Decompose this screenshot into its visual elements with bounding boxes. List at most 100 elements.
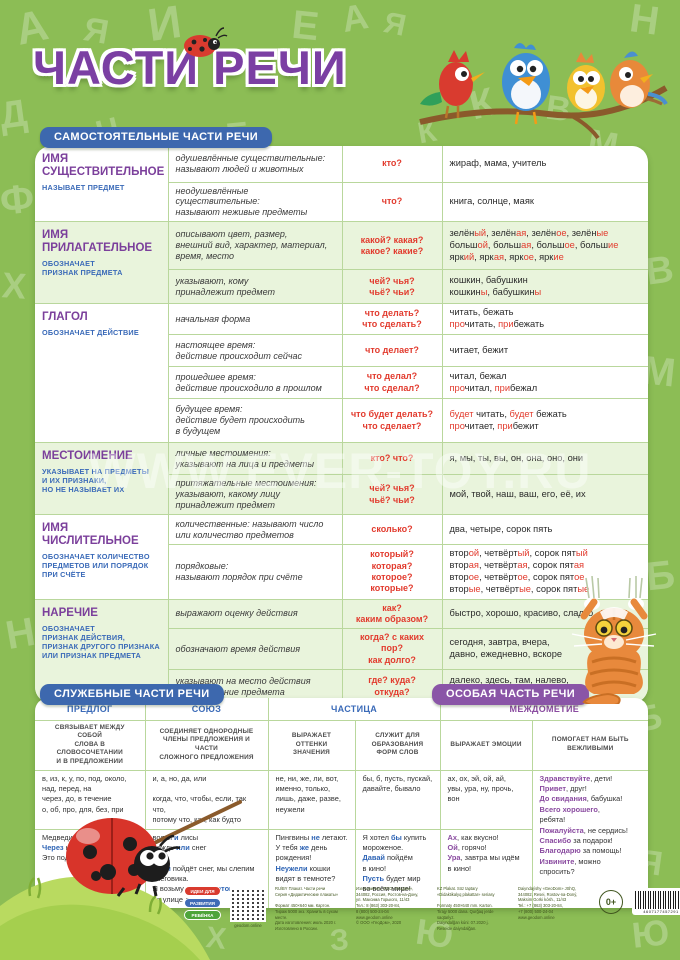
background-letter: В	[543, 88, 574, 130]
part-name: ГЛАГОЛ	[42, 311, 88, 324]
part-subtitle: ОБОЗНАЧАЕТ ДЕЙСТВИЕ	[42, 328, 139, 338]
special-part-badge: ОСОБАЯ ЧАСТЬ РЕЧИ	[432, 684, 590, 705]
part-numeral: ИМЯ ЧИСЛИТЕЛЬНОЕ ОБОЗНАЧАЕТ КОЛИЧЕСТВО П…	[35, 514, 169, 600]
meaning-cell: притяжательные местоимения: указывают, к…	[167, 474, 343, 516]
meaning-cell: прошедшее время: действие происходило в …	[167, 366, 343, 400]
imprint-maker-ru: Изготовитель ООО «ГеоДом», 344082, Росси…	[356, 886, 419, 926]
part-adjective: ИМЯ ПРИЛАГАТЕЛЬНОЕ ОБОЗНАЧАЕТ ПРИЗНАК ПР…	[35, 221, 169, 305]
table-row: в, из, к, у, по, под, около, над, перед,…	[35, 769, 648, 909]
service-table-badge: СЛУЖЕБНЫЕ ЧАСТИ РЕЧИ	[40, 684, 224, 705]
background-letter: К	[415, 114, 439, 151]
background-letter: Д	[0, 92, 30, 138]
header-particle: ЧАСТИЦА	[267, 698, 441, 721]
qr-code: geodom.online	[230, 886, 266, 928]
barcode-bars	[635, 891, 680, 909]
questions-cell: что делал? что сделал?	[341, 366, 443, 400]
examples-cell: второй, четвёртый, сорок пятый вторая, че…	[441, 544, 648, 600]
footer: ИДЕИ ДЛЯ РАЗВИТИЯ РЕБЁНКА geodom.online …	[184, 886, 680, 932]
part-name: НАРЕЧИЕ	[42, 606, 98, 619]
part-subtitle: ОБОЗНАЧАЕТ КОЛИЧЕСТВО ПРЕДМЕТОВ ИЛИ ПОРЯ…	[42, 551, 150, 580]
part-subtitle: УКАЗЫВАЕТ НА ПРЕДМЕТЫ И ИХ ПРИЗНАКИ, НО …	[42, 467, 149, 495]
part-pronoun: МЕСТОИМЕНИЕ УКАЗЫВАЕТ НА ПРЕДМЕТЫ И ИХ П…	[35, 442, 169, 516]
examples-cell: Пингвины не летают. У тебя же день рождени…	[267, 828, 356, 909]
barcode: 4607177457291	[632, 888, 680, 915]
questions-cell: как? каким образом?	[341, 598, 443, 630]
table-row: ИМЯ ПРИЛАГАТЕЛЬНОЕ ОБОЗНАЧАЕТ ПРИЗНАК ПР…	[35, 221, 648, 305]
qr-caption: geodom.online	[234, 923, 262, 928]
questions-cell: что?	[341, 181, 443, 223]
examples-cell: сегодня, завтра, вчера, давно, ежедневно,…	[441, 628, 648, 670]
questions-cell: когда? с каких пор? как долго?	[341, 628, 443, 670]
questions-cell: чей? чья? чьё? чьи?	[341, 474, 443, 516]
words-cell: в, из, к, у, по, под, около, над, перед,…	[35, 769, 146, 830]
function-cell: СОЕДИНЯЕТ ОДНОРОДНЫЕ ЧЛЕНЫ ПРЕДЛОЖЕНИЯ И…	[144, 719, 269, 771]
imprint-kz: KZ Plakat. Söz taptary «Didaktikalyq pla…	[437, 886, 495, 932]
poster-title: ЧАСТИ РЕЧИ	[33, 41, 347, 94]
meaning-cell: настоящее время: действие происходит сей…	[167, 334, 343, 368]
questions-cell: что будет делать? что сделает?	[341, 398, 443, 444]
examples-cell: мой, твой, наш, ваш, его, её, их	[441, 474, 648, 516]
part-name: ИМЯ ЧИСЛИТЕЛЬНОЕ	[42, 522, 139, 547]
questions-cell: какой? какая? какое? какие?	[341, 221, 443, 271]
examples-cell: Ах, как вкусно! Ой, горячо! Ура, завтра мы…	[439, 828, 533, 909]
service-table-card: ПРЕДЛОГ СОЮЗ ЧАСТИЦА МЕЖДОМЕТИЕ СВЯЗЫВАЕ…	[35, 698, 648, 909]
qr-pattern	[230, 886, 266, 922]
examples-cell: кошкин, бабушкин кошкины, бабушкины	[441, 269, 648, 305]
questions-cell: что делает?	[341, 334, 443, 368]
table-row: НАРЕЧИЕ ОБОЗНАЧАЕТ ПРИЗНАК ДЕЙСТВИЯ, ПРИ…	[35, 598, 648, 704]
examples-cell: читать, бежать прочитать, прибежать	[441, 303, 648, 336]
table-row: СВЯЗЫВАЕТ МЕЖДУ СОБОЙ СЛОВА В СЛОВОСОЧЕТ…	[35, 719, 648, 771]
parts-of-speech-table: ИМЯ СУЩЕСТВИТЕЛЬНОЕ НАЗЫВАЕТ ПРЕДМЕТ оду…	[35, 146, 648, 704]
meaning-cell: будущее время: действие будет происходит…	[167, 398, 343, 444]
meaning-cell: одушевлённые существительные: называют л…	[167, 146, 343, 183]
part-name: ИМЯ СУЩЕСТВИТЕЛЬНОЕ	[42, 153, 165, 178]
part-name: МЕСТОИМЕНИЕ	[42, 450, 133, 463]
background-letter: В	[643, 248, 677, 294]
meaning-cell: указывают, кому принадлежит предмет	[167, 269, 343, 305]
examples-cell: Медведи живут в лесу. Через неделю канику…	[35, 828, 146, 909]
words-cell: и, а, но, да, или когда, что, чтобы, есл…	[144, 769, 269, 830]
table-row: ИМЯ ЧИСЛИТЕЛЬНОЕ ОБОЗНАЧАЕТ КОЛИЧЕСТВО П…	[35, 514, 648, 600]
words-cell: не, ни, же, ли, вот, именно, только, лиш…	[267, 769, 356, 830]
background-letter: Н	[2, 609, 39, 659]
logo-pill: РЕБЁНКА	[184, 910, 221, 920]
logo-pill: РАЗВИТИЯ	[184, 898, 221, 908]
background-letter: Х	[0, 264, 28, 307]
meaning-cell: личные местоимения: указывают на лица и …	[167, 442, 343, 476]
questions-cell: кто?	[341, 146, 443, 183]
questions-cell: что делать? что сделать?	[341, 303, 443, 336]
table-row: неодушевлённые существительные: называют…	[35, 181, 648, 223]
function-cell: СВЯЗЫВАЕТ МЕЖДУ СОБОЙ СЛОВА В СЛОВОСОЧЕТ…	[35, 719, 146, 771]
table-row: ИМЯ СУЩЕСТВИТЕЛЬНОЕ НАЗЫВАЕТ ПРЕДМЕТ оду…	[35, 146, 648, 223]
background-letter: К	[465, 79, 500, 129]
service-parts-table: ПРЕДЛОГ СОЮЗ ЧАСТИЦА МЕЖДОМЕТИЕ СВЯЗЫВАЕ…	[35, 698, 648, 909]
meaning-cell: количественные: называют число или колич…	[167, 514, 343, 546]
questions-cell: кто? что?	[341, 442, 443, 476]
examples-cell: зелёный, зелёная, зелёное, зелёные большо…	[441, 221, 648, 271]
table-row: прошедшее время: действие происходило в …	[35, 366, 648, 400]
examples-cell: Я хотел бы купить мороженое. Давай пойдём в…	[354, 828, 441, 909]
examples-cell: два, четыре, сорок пять	[441, 514, 648, 546]
meaning-cell: выражают оценку действия	[167, 598, 343, 630]
background-letter: Н	[627, 0, 662, 44]
barcode-digits: 4607177457291	[643, 909, 679, 914]
publisher-logo: ИДЕИ ДЛЯ РАЗВИТИЯ РЕБЁНКА	[184, 886, 221, 920]
part-subtitle: НАЗЫВАЕТ ПРЕДМЕТ	[42, 182, 125, 192]
main-table-badge: САМОСТОЯТЕЛЬНЫЕ ЧАСТИ РЕЧИ	[40, 127, 273, 148]
examples-cell: будет читать, будет бежать прочитает, при…	[441, 398, 648, 444]
examples-cell: жираф, мама, учитель	[441, 146, 648, 183]
meaning-cell: неодушевлённые существительные: называют…	[167, 181, 343, 223]
meaning-cell: порядковые: называют порядок при счёте	[167, 544, 343, 600]
table-row: порядковые: называют порядок при счёте к…	[35, 544, 648, 600]
table-row: указывают, кому принадлежит предмет чей?…	[35, 269, 648, 305]
words-cell: бы, б, пусть, пускай, давайте, бывало	[354, 769, 441, 830]
background-letter: Ф	[0, 176, 37, 224]
function-cell: ВЫРАЖАЕТ ОТТЕНКИ ЗНАЧЕНИЯ	[267, 719, 356, 771]
imprint-maker-kz: Daiyndaýshy «GeoDom» JShQ, 344082, Resei…	[518, 886, 578, 920]
logo-pill: ИДЕИ ДЛЯ	[184, 886, 221, 896]
background-letter: Я	[380, 6, 409, 43]
part-subtitle: ОБОЗНАЧАЕТ ПРИЗНАК ПРЕДМЕТА	[42, 259, 123, 278]
birds-illustration	[419, 43, 668, 140]
polite-examples-cell: Здравствуйте, дети! Привет, друг! До свида…	[531, 769, 648, 909]
imprint-ru: RU/BY Плакат. Части речи Серия «Дидактич…	[275, 886, 339, 932]
